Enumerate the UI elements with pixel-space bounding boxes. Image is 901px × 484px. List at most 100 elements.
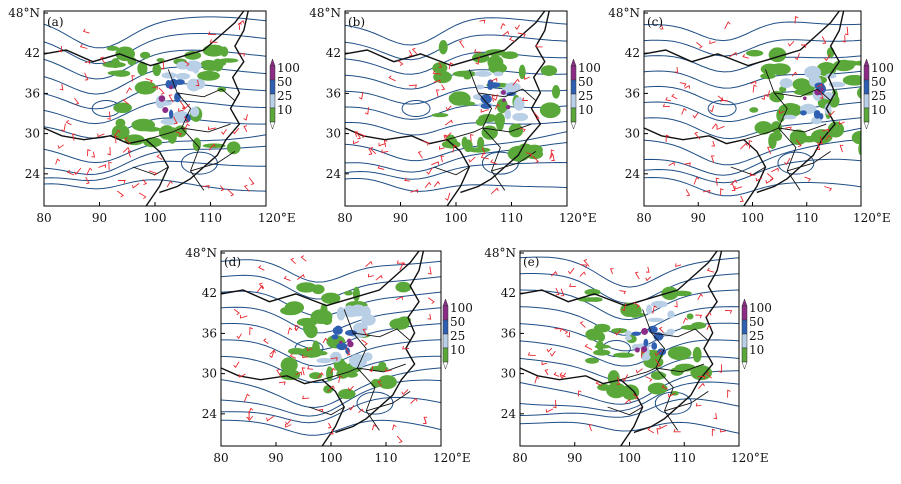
lon-tick-label: 90 (393, 211, 408, 225)
wind-barbs (527, 258, 733, 437)
wind-barb (55, 158, 61, 165)
precip-light-patch (137, 61, 148, 76)
wind-barb (579, 271, 586, 277)
precip-moderate-patch (666, 328, 676, 335)
precip-light-patch (311, 284, 325, 295)
wind-barb (396, 260, 405, 264)
lat-tick-label: 36 (501, 326, 516, 340)
precip-light-patch (858, 142, 861, 156)
precip-moderate-patch (804, 65, 822, 79)
precip-light-patch (143, 137, 163, 148)
wind-barb (243, 125, 248, 133)
lon-tick-label: 90 (567, 451, 582, 465)
precip-light-patch (690, 365, 713, 381)
wind-barb (695, 314, 703, 319)
border-line (482, 123, 532, 133)
precip-light-patch (197, 70, 220, 81)
precip-moderate-patch (161, 72, 177, 79)
wind-barb (767, 173, 774, 181)
precip-light-patch (691, 321, 707, 329)
wind-barb (383, 140, 388, 148)
boundaries (345, 11, 550, 206)
precip-light-patch (156, 57, 165, 63)
wind-barb (401, 389, 409, 396)
precip-moderate-patch (175, 72, 191, 80)
wind-barb (138, 192, 147, 200)
precip-light-patch (856, 86, 861, 99)
wind-barb (422, 140, 430, 146)
wind-barb (385, 368, 392, 372)
wind-barb (266, 415, 275, 422)
border-line (491, 151, 537, 172)
wind-barb (693, 176, 700, 185)
precip-light-patch (320, 303, 328, 315)
wind-barb (114, 135, 119, 144)
precip-light-patch (142, 126, 162, 132)
wind-barb (441, 84, 446, 91)
height-contour-line (345, 51, 567, 75)
wind-barb (131, 183, 140, 189)
wind-barb (491, 95, 496, 102)
height-contour-line (520, 398, 739, 418)
precip-moderate-patch (667, 310, 675, 319)
wind-barb (269, 350, 275, 359)
precip-light-patch (539, 102, 561, 119)
wind-barb (550, 271, 558, 277)
wind-barb (616, 376, 621, 385)
wind-barb (824, 186, 833, 192)
colorbar-bottom-arrow (741, 361, 748, 370)
lat-tick-label: 30 (501, 367, 516, 381)
wind-barb (724, 310, 733, 314)
wind-barb (444, 119, 453, 126)
wind-barb (567, 267, 575, 275)
wind-barb (667, 392, 676, 398)
precip-light-patch (370, 365, 389, 372)
wind-barb (375, 274, 383, 281)
precip-light-patch (792, 78, 811, 91)
wind-barb (720, 188, 724, 196)
precip-light-patch (842, 74, 861, 86)
wind-barb (544, 369, 549, 375)
wind-barb (474, 49, 482, 53)
wind-barb (622, 374, 629, 382)
boundaries (644, 11, 845, 206)
wind-barb (433, 79, 441, 84)
wind-barb (432, 70, 442, 75)
wind-barb (221, 129, 227, 135)
wind-barb (647, 427, 655, 434)
precip-heavy-patch (800, 110, 807, 116)
lat-tick-label: 30 (25, 127, 40, 141)
wind-barb (645, 276, 652, 282)
colorbar-segment (269, 93, 276, 109)
colorbar-level-label: 50 (578, 75, 593, 89)
precip-light-patch (111, 124, 130, 140)
panel-label: (c) (647, 15, 663, 29)
precip-light-patch (496, 98, 508, 114)
lon-tick-label: 80 (213, 451, 228, 465)
wind-barb (675, 263, 682, 268)
height-contour-line (520, 256, 739, 288)
coastline (335, 251, 425, 434)
height-contour-line (520, 339, 739, 367)
wind-barb (122, 146, 130, 153)
wind-barb (371, 424, 377, 431)
wind-barb (665, 134, 670, 143)
precip-moderate-patch (336, 306, 346, 321)
wind-barb (752, 84, 757, 93)
height-contour-line (644, 158, 861, 184)
wind-barb (330, 357, 338, 361)
wind-barb (711, 123, 718, 129)
wind-barb (668, 161, 675, 166)
precip-extreme-patch (339, 340, 343, 344)
wind-barb (469, 134, 474, 142)
wind-barb (787, 40, 795, 47)
precip-light-patch (212, 58, 224, 72)
low-center-contour (401, 100, 431, 117)
wind-barb (238, 373, 246, 378)
precip-light-patch (184, 51, 202, 60)
wind-barb (525, 152, 533, 158)
colorbar-segment (863, 107, 870, 123)
